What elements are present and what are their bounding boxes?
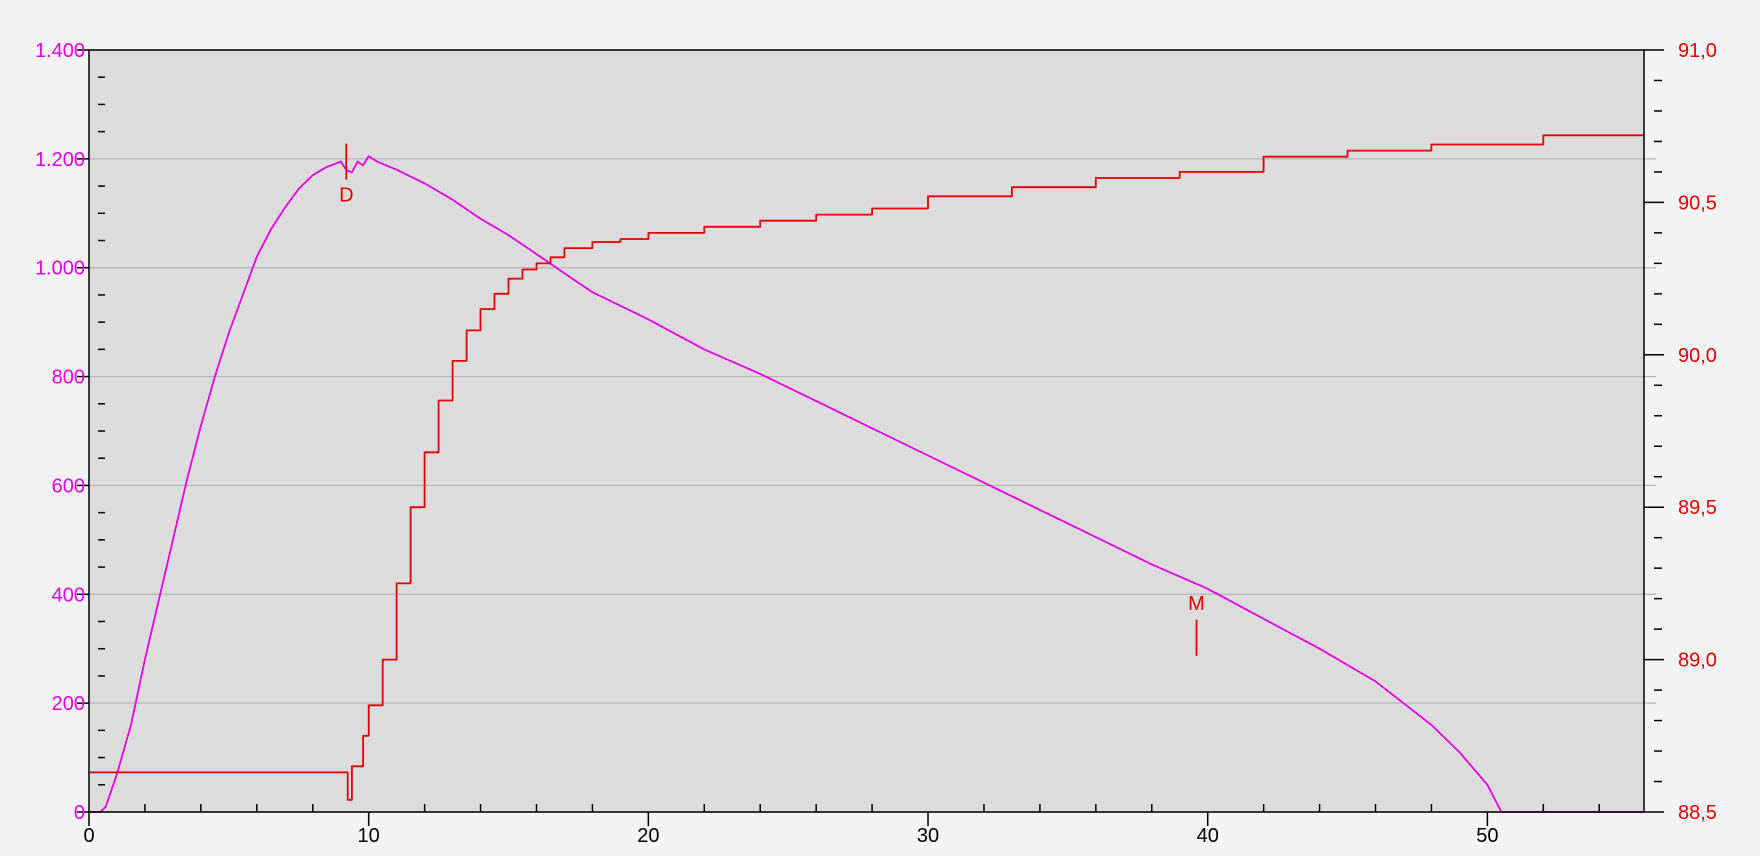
right-tick-label: 90,5 [1678, 192, 1717, 214]
x-tick-label: 50 [1476, 825, 1498, 847]
left-tick-label: 1.200 [35, 149, 85, 171]
right-tick-label: 89,5 [1678, 497, 1717, 519]
x-tick-label: 30 [917, 825, 939, 847]
right-tick-label: 88,5 [1678, 802, 1717, 824]
left-tick-label: 1.400 [35, 40, 85, 62]
series-line-right [89, 134, 1644, 801]
annotation-label: M [1188, 593, 1205, 615]
annotation-d: D [339, 143, 354, 207]
left-tick-label: 600 [52, 475, 85, 497]
right-tick-label: 89,0 [1678, 650, 1717, 672]
x-tick-label: 20 [637, 825, 659, 847]
axes: 02004006008001.0001.2001.40088,589,089,5… [35, 40, 1717, 847]
series-layer [89, 134, 1644, 813]
annotation-label: D [339, 185, 353, 207]
left-tick-label: 1.000 [35, 258, 85, 280]
x-tick-label: 10 [358, 825, 380, 847]
annotation-layer: DM [339, 143, 1205, 656]
left-tick-label: 200 [52, 693, 85, 715]
left-tick-label: 0 [74, 802, 85, 824]
left-tick-label: 800 [52, 367, 85, 389]
right-tick-label: 91,0 [1678, 40, 1717, 62]
right-tick-label: 90,0 [1678, 345, 1717, 367]
series-line-left [89, 155, 1644, 813]
x-tick-label: 40 [1197, 825, 1219, 847]
plot-area [89, 50, 1644, 812]
plot-frame [88, 49, 1645, 813]
x-tick-label: 0 [83, 825, 94, 847]
annotation-m: M [1188, 593, 1205, 656]
left-tick-label: 400 [52, 584, 85, 606]
